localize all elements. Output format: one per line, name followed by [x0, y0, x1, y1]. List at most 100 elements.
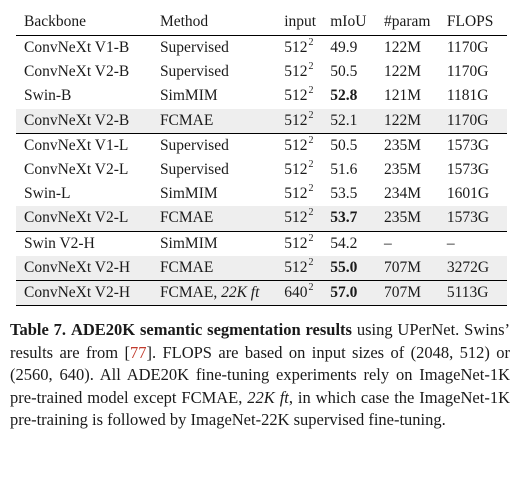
input-size: 512	[284, 111, 308, 129]
cell-flops: 1573G	[446, 206, 507, 231]
cell-miou: 54.2	[330, 230, 385, 256]
cell-input: 5122	[284, 206, 331, 231]
flops-value: 1573G	[446, 161, 490, 179]
header-method: Method	[159, 9, 285, 36]
backbone-name: Swin-L	[24, 185, 71, 203]
cell-backbone: ConvNeXt V2-H	[16, 279, 160, 307]
backbone-name: ConvNeXt V2-H	[24, 283, 131, 301]
table-row: ConvNeXt V2-H FCMAE, 22K ft 6402 57.0 707M 51…	[16, 279, 507, 307]
flops-value: 1170G	[446, 111, 489, 129]
input-exponent: 2	[308, 183, 314, 195]
param-value: 234M	[384, 185, 422, 203]
param-value: 235M	[384, 161, 422, 179]
cell-param: 122M	[384, 60, 447, 84]
caption-reference[interactable]: 77	[129, 342, 147, 362]
miou-value: 51.6	[330, 161, 358, 179]
cell-param: 235M	[384, 206, 447, 231]
param-value: 122M	[384, 63, 422, 81]
cell-method: Supervised	[160, 36, 284, 61]
cell-input: 5122	[284, 60, 330, 84]
miou-value: 50.5	[330, 136, 358, 154]
method-name: SimMIM	[159, 185, 218, 203]
cell-backbone: Swin V2-H	[16, 230, 160, 256]
method-name: Supervised	[159, 39, 229, 57]
input-size: 512	[284, 63, 308, 81]
table-row: Swin-L SimMIM 5122 53.5 234M 1601G	[16, 182, 507, 206]
flops-value: 1170G	[446, 63, 489, 81]
cell-flops: 3272G	[446, 255, 507, 281]
method-name: Supervised	[159, 63, 229, 81]
table-row: ConvNeXt V2-B Supervised 5122 50.5 122M 1170G	[16, 60, 507, 84]
cell-input: 5122	[284, 36, 330, 61]
method-name: SimMIM	[159, 87, 218, 105]
table-header: Backbone Method input mIoU #param FLOPS	[16, 9, 507, 36]
cell-miou: 52.1	[330, 108, 385, 134]
cell-flops: 1601G	[447, 182, 507, 206]
table-row: Swin V2-H SimMIM 5122 54.2 – –	[16, 230, 507, 256]
cell-backbone: ConvNeXt V2-B	[16, 108, 160, 134]
header-backbone: Backbone	[16, 9, 160, 36]
input-size: 512	[284, 161, 308, 179]
header-flops: FLOPS	[446, 9, 507, 36]
cell-input: 6402	[284, 279, 331, 307]
cell-backbone: ConvNeXt V2-L	[16, 206, 160, 231]
miou-value: 50.5	[330, 63, 358, 81]
results-table: Backbone Method input mIoU #param FLOPS …	[16, 9, 507, 307]
cell-method: Supervised	[160, 60, 284, 84]
cell-method: Supervised	[160, 158, 284, 182]
cell-method: SimMIM	[159, 230, 285, 256]
method-name: Supervised	[159, 161, 229, 179]
backbone-name: ConvNeXt V2-L	[24, 161, 129, 179]
cell-param: 235M	[384, 158, 447, 182]
input-size: 512	[284, 136, 308, 154]
flops-value: –	[446, 234, 455, 252]
table-row: ConvNeXt V2-H FCMAE 5122 55.0 707M 3272G	[16, 255, 507, 281]
backbone-name: ConvNeXt V2-H	[24, 258, 131, 276]
cell-input: 5122	[284, 230, 331, 256]
header-param: #param	[384, 9, 447, 36]
table-row: ConvNeXt V2-L Supervised 5122 51.6 235M 1573G	[16, 158, 507, 182]
backbone-name: Swin V2-H	[24, 234, 95, 252]
miou-value: 55.0	[330, 258, 358, 276]
flops-value: 1573G	[446, 209, 490, 227]
backbone-name: ConvNeXt V2-B	[24, 111, 130, 129]
method-name: FCMAE	[159, 258, 214, 276]
backbone-name: ConvNeXt V2-L	[24, 209, 129, 227]
cell-miou: 57.0	[330, 279, 385, 307]
miou-value: 52.1	[330, 111, 358, 129]
cell-flops: 1573G	[447, 158, 507, 182]
miou-value: 53.7	[330, 209, 358, 227]
table-row: ConvNeXt V2-L FCMAE 5122 53.7 235M 1573G	[16, 206, 507, 231]
method-name: FCMAE,	[159, 283, 222, 301]
cell-miou: 53.5	[330, 182, 384, 206]
cell-flops: 1170G	[446, 108, 507, 134]
cell-param: 707M	[384, 279, 447, 307]
flops-value: 1170G	[446, 39, 489, 57]
cell-input: 5122	[284, 132, 331, 158]
param-value: 235M	[384, 209, 422, 227]
method-name: SimMIM	[159, 234, 218, 252]
cell-method: Supervised	[159, 132, 285, 158]
caption-label: Table 7.	[10, 320, 67, 339]
input-size: 512	[284, 39, 308, 57]
cell-param: –	[384, 230, 447, 256]
backbone-name: ConvNeXt V1-B	[24, 39, 130, 57]
input-exponent: 2	[308, 37, 314, 49]
method-suffix: 22K ft	[221, 283, 260, 301]
cell-backbone: ConvNeXt V2-B	[16, 60, 160, 84]
param-value: 235M	[384, 136, 422, 154]
cell-method: FCMAE, 22K ft	[159, 279, 285, 307]
flops-value: 3272G	[446, 258, 490, 276]
flops-value: 5113G	[446, 283, 489, 301]
cell-miou: 51.6	[330, 158, 384, 182]
miou-value: 54.2	[330, 234, 358, 252]
flops-value: 1601G	[446, 185, 490, 203]
table-row: Swin-B SimMIM 5122 52.8 121M 1181G	[16, 84, 507, 108]
input-exponent: 2	[308, 281, 314, 293]
cell-flops: 5113G	[446, 279, 507, 307]
table-body: ConvNeXt V1-B Supervised 5122 49.9 122M 1170G…	[16, 36, 507, 307]
backbone-name: Swin-B	[24, 87, 72, 105]
cell-flops: 1181G	[447, 84, 507, 108]
cell-backbone: ConvNeXt V2-L	[16, 158, 160, 182]
